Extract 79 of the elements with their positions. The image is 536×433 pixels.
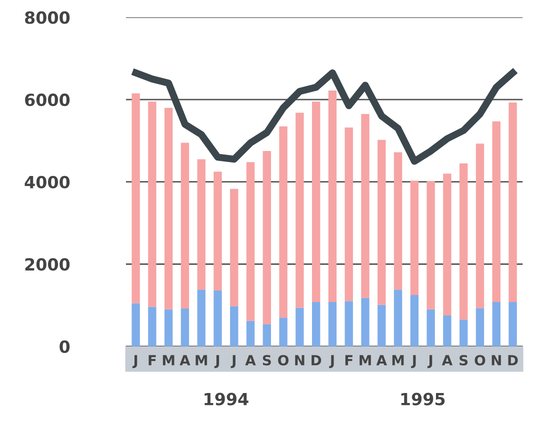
x-tick-label: S xyxy=(262,354,271,366)
text: 1994 xyxy=(204,392,248,406)
x-tick-label: N xyxy=(492,355,501,366)
x-tick-label: D xyxy=(312,355,322,366)
bar xyxy=(492,302,500,346)
bar xyxy=(378,304,386,346)
bar xyxy=(296,112,304,308)
bar xyxy=(246,162,255,321)
bar xyxy=(378,140,386,305)
bar xyxy=(197,159,206,290)
y-tick-label: 6000 xyxy=(25,94,70,106)
bar xyxy=(312,102,320,302)
bar xyxy=(214,290,222,346)
bar xyxy=(279,126,288,318)
bar xyxy=(344,128,353,302)
bar xyxy=(214,172,222,290)
x-tick-label: D xyxy=(508,355,518,366)
bar xyxy=(164,108,173,310)
bar xyxy=(443,174,452,316)
bar xyxy=(180,142,190,309)
bar xyxy=(132,303,140,346)
x-tick-label: O xyxy=(474,354,486,366)
bar xyxy=(148,306,156,346)
bar xyxy=(164,309,173,346)
x-tick-label: F xyxy=(148,355,156,366)
x-tick-label: J xyxy=(329,355,334,368)
bar xyxy=(246,320,255,346)
bar xyxy=(508,102,517,302)
y-tick-label: 4000 xyxy=(24,176,70,188)
bar xyxy=(132,93,140,304)
bar xyxy=(394,152,402,290)
y-tick-label: 2000 xyxy=(25,258,70,271)
bar xyxy=(262,324,272,346)
bar xyxy=(460,320,468,346)
bar xyxy=(492,121,500,302)
bar xyxy=(197,290,206,346)
x-tick-label: N xyxy=(295,355,304,366)
x-tick-label: M xyxy=(360,355,371,366)
bar xyxy=(328,302,337,346)
bar xyxy=(476,308,484,346)
x-tick-label: F xyxy=(345,355,352,366)
bar xyxy=(508,302,517,346)
x-tick-label: A xyxy=(442,355,453,366)
x-tick-label: M xyxy=(162,355,174,366)
bar xyxy=(230,306,238,346)
bar xyxy=(410,294,419,346)
bar xyxy=(426,181,435,310)
x-tick-label: S xyxy=(460,354,468,366)
x-tick-label: M xyxy=(196,355,207,366)
x-tick-label: J xyxy=(230,355,236,368)
bar xyxy=(296,308,304,346)
bar xyxy=(230,188,238,306)
x-tick-label: M xyxy=(392,355,404,366)
bar xyxy=(180,308,190,346)
x-tick-label: A xyxy=(245,355,256,366)
bar xyxy=(460,163,468,320)
x-tick-label: O xyxy=(278,354,289,366)
x-tick-label: J xyxy=(132,355,138,368)
bar xyxy=(410,180,419,295)
bar xyxy=(312,302,320,346)
x-tick-label: A xyxy=(180,355,190,366)
y-tick-label: 0 xyxy=(60,340,70,353)
bar xyxy=(262,151,272,324)
text: 1995 xyxy=(401,392,445,406)
x-tick-label: J xyxy=(411,355,416,368)
bar xyxy=(344,301,353,346)
bar xyxy=(426,309,435,346)
x-tick-label: J xyxy=(427,355,432,368)
bar xyxy=(148,102,156,307)
bar xyxy=(328,90,337,302)
bar xyxy=(279,318,288,346)
bar xyxy=(361,298,370,346)
bar xyxy=(361,114,370,298)
y-tick-label: 8000 xyxy=(25,11,70,24)
x-tick-label: A xyxy=(376,355,387,366)
bar xyxy=(476,144,484,308)
bar xyxy=(394,290,402,346)
x-tick-label: J xyxy=(214,355,220,368)
bar xyxy=(443,316,452,346)
